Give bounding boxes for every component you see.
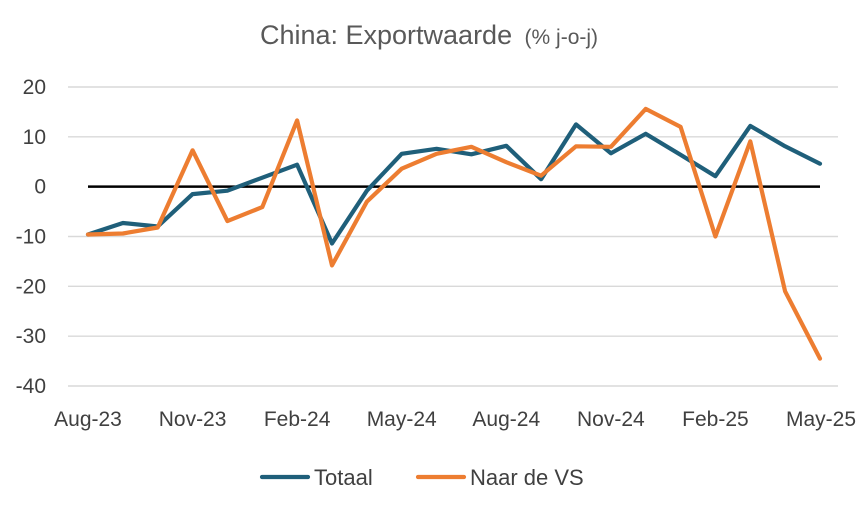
y-tick-label: 10 (23, 126, 46, 149)
gridlines (68, 86, 838, 387)
y-tick-label: -20 (16, 275, 46, 298)
x-tick-label: Nov-24 (577, 408, 645, 431)
y-tick-label: 20 (23, 76, 46, 99)
x-axis-tick-labels: Aug-23 Nov-23 Feb-24 May-24 Aug-24 Nov-24 Feb-… (54, 408, 856, 431)
chart-title: China: Exportwaarde (% j-o-j) (260, 20, 598, 50)
y-tick-label: -10 (16, 226, 46, 249)
legend: Totaal Naar de VS (259, 465, 584, 490)
x-tick-label: May-25 (786, 408, 856, 431)
x-tick-label: Aug-23 (54, 408, 122, 431)
x-tick-label: May-24 (367, 408, 437, 431)
y-tick-label: -40 (16, 375, 46, 398)
series-line-naar-de-vs (85, 106, 823, 361)
chart-title-unit: (% j-o-j) (525, 26, 599, 49)
x-tick-label: Aug-24 (472, 408, 540, 431)
y-tick-label: -30 (16, 325, 46, 348)
legend-label-naar-de-vs: Naar de VS (470, 465, 584, 490)
legend-label-totaal: Totaal (314, 465, 373, 490)
x-tick-label: Nov-23 (159, 408, 227, 431)
chart-title-main: China: Exportwaarde (260, 20, 512, 50)
y-axis-tick-labels: 20 10 0 -10 -20 -30 -40 (16, 76, 46, 398)
y-tick-label: 0 (34, 176, 46, 199)
x-tick-label: Feb-24 (264, 408, 331, 431)
series-lines (85, 106, 823, 361)
x-tick-label: Feb-25 (682, 408, 749, 431)
